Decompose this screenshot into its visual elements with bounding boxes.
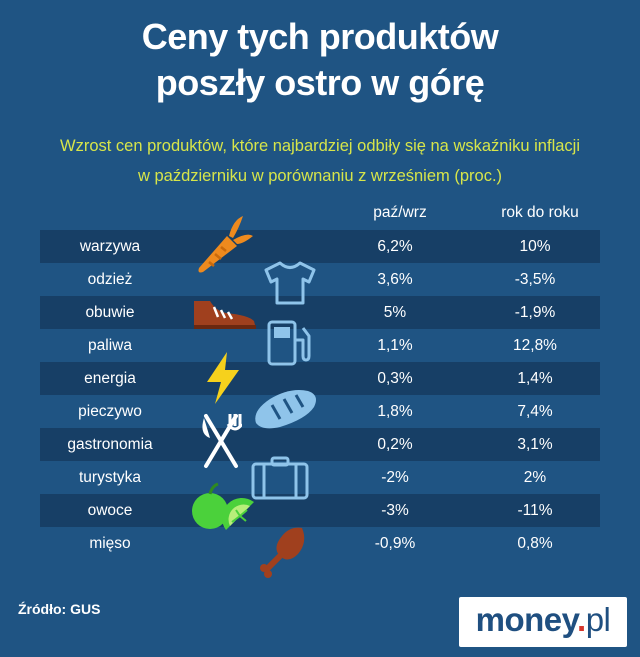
- row-label: owoce: [87, 502, 133, 519]
- row-value-year: -3,5%: [514, 271, 556, 288]
- row-label: obuwie: [85, 304, 135, 321]
- title-line-1: Ceny tych produktów: [141, 16, 499, 57]
- row-value-year: 0,8%: [517, 535, 553, 552]
- page-title: Ceny tych produktów poszły ostro w górę: [0, 14, 640, 106]
- drumstick-icon: [260, 527, 305, 578]
- logo-main: money: [475, 601, 578, 638]
- logo-text: money.pl: [459, 601, 627, 639]
- table-row: gastronomia 0,2% 3,1%: [40, 428, 600, 461]
- money-pl-logo: money.pl: [459, 597, 627, 647]
- apple-lime-icon: [192, 482, 254, 530]
- row-value-month: 0,3%: [377, 370, 413, 387]
- row-label: energia: [84, 370, 136, 387]
- row-value-year: 2%: [523, 469, 547, 486]
- table-row: warzywa 6,2% 10%: [40, 230, 600, 263]
- table-row: mięso -0,9% 0,8%: [40, 527, 600, 560]
- table-row: paliwa 1,1% 12,8%: [40, 329, 600, 362]
- subtitle-line-2: w październiku w porównaniu z wrześniem …: [137, 167, 503, 185]
- table-row: turystyka -2% 2%: [40, 461, 600, 494]
- tshirt-icon: [264, 261, 316, 305]
- table-row: owoce -3% -11%: [40, 494, 600, 527]
- fork-knife-icon: [202, 414, 242, 468]
- table-row: pieczywo 1,8% 7,4%: [40, 395, 600, 428]
- row-label: paliwa: [88, 337, 132, 354]
- carrot-icon: [198, 216, 253, 273]
- row-label: warzywa: [79, 238, 141, 255]
- table-row: energia 0,3% 1,4%: [40, 362, 600, 395]
- logo-dot: .: [577, 601, 586, 638]
- row-value-month: 1,1%: [377, 337, 413, 354]
- row-value-month: 0,2%: [377, 436, 413, 453]
- suitcase-icon: [251, 456, 309, 500]
- subtitle: Wzrost cen produktów, które najbardziej …: [0, 131, 640, 191]
- row-value-year: 7,4%: [517, 403, 553, 420]
- logo-tld: pl: [585, 601, 611, 638]
- row-value-month: 5%: [383, 304, 407, 321]
- row-value-month: -2%: [381, 469, 409, 486]
- row-value-month: 1,8%: [377, 403, 413, 420]
- row-label: pieczywo: [78, 403, 142, 420]
- column-header-year: rok do roku: [501, 204, 579, 221]
- row-value-year: 12,8%: [513, 337, 557, 354]
- table-row: odzież 3,6% -3,5%: [40, 263, 600, 296]
- row-label: turystyka: [78, 469, 141, 486]
- shoe-icon: [194, 301, 256, 329]
- row-label: gastronomia: [67, 436, 153, 453]
- subtitle-line-1: Wzrost cen produktów, które najbardziej …: [60, 137, 580, 155]
- row-value-year: 10%: [519, 238, 551, 255]
- row-value-year: 1,4%: [517, 370, 553, 387]
- row-value-month: -3%: [381, 502, 409, 519]
- row-label: odzież: [87, 271, 133, 288]
- row-value-year: -11%: [517, 502, 553, 519]
- fuel-pump-icon: [267, 320, 311, 366]
- row-value-year: -1,9%: [514, 304, 556, 321]
- column-header-month: paź/wrz: [373, 204, 427, 221]
- row-value-month: 6,2%: [377, 238, 413, 255]
- row-label: mięso: [89, 535, 131, 552]
- row-value-year: 3,1%: [517, 436, 553, 453]
- table-row: obuwie 5% -1,9%: [40, 296, 600, 329]
- source-note: Źródło: GUS: [18, 601, 101, 617]
- row-value-month: 3,6%: [377, 271, 413, 288]
- bread-icon: [255, 390, 316, 429]
- row-value-month: -0,9%: [374, 535, 416, 552]
- lightning-icon: [207, 352, 239, 404]
- title-line-2: poszły ostro w górę: [155, 62, 485, 103]
